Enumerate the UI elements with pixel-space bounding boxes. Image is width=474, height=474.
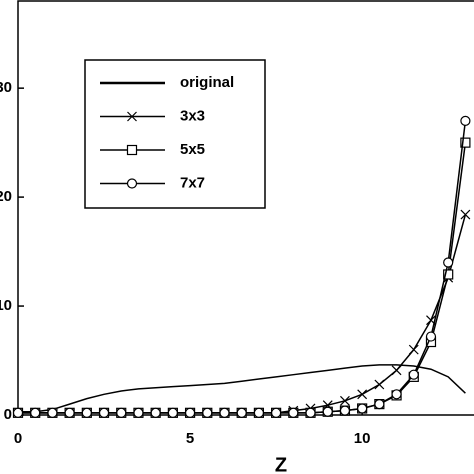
legend-marker [126,144,138,156]
series-marker [460,137,471,148]
series-marker [425,331,437,342]
legend-label: 5x5 [180,141,205,158]
series-marker [408,344,419,355]
series-marker [150,407,161,418]
plot-frame [17,0,474,416]
series-marker [30,407,41,418]
series-marker [271,407,282,418]
y-tick-label: 0 [4,406,12,423]
series-marker [460,209,471,220]
series-marker [81,407,92,418]
series-marker [340,395,350,406]
series-marker [357,403,368,414]
legend-label: original [180,74,234,91]
series-line [18,364,466,413]
legend-marker [126,178,138,189]
series-marker [357,389,368,400]
series-marker [391,389,402,400]
y-tick-label: 10 [0,297,12,314]
series-marker [184,407,196,418]
series-marker [460,115,471,126]
x-tick-label: 0 [14,430,22,447]
series-marker [288,407,299,418]
y-tick-label: 20 [0,188,12,205]
legend-marker [127,111,137,122]
series-marker [305,407,316,418]
series-marker [443,257,454,268]
series-marker [322,406,333,417]
series-marker [116,407,127,418]
series-marker [253,407,265,418]
series-marker [12,407,24,418]
series-marker [391,365,402,376]
series-marker [47,407,58,418]
series-marker [167,407,178,418]
series-marker [374,399,385,410]
y-tick-label: 30 [0,79,12,96]
series-marker [443,269,454,280]
x-tick-label: 5 [186,430,194,447]
series-marker [219,407,230,418]
legend-label: 7x7 [180,174,205,191]
series-marker [236,407,247,418]
legend-label: 3x3 [180,107,205,124]
series-line [18,214,467,414]
x-tick-label: 10 [354,430,371,447]
series-marker [339,405,351,416]
series-marker [133,407,144,418]
series-marker [408,369,419,380]
x-axis-label: Z [275,454,287,474]
series-marker [374,379,385,390]
series-marker [98,407,110,418]
series-marker [202,407,213,418]
series-marker [64,407,75,418]
